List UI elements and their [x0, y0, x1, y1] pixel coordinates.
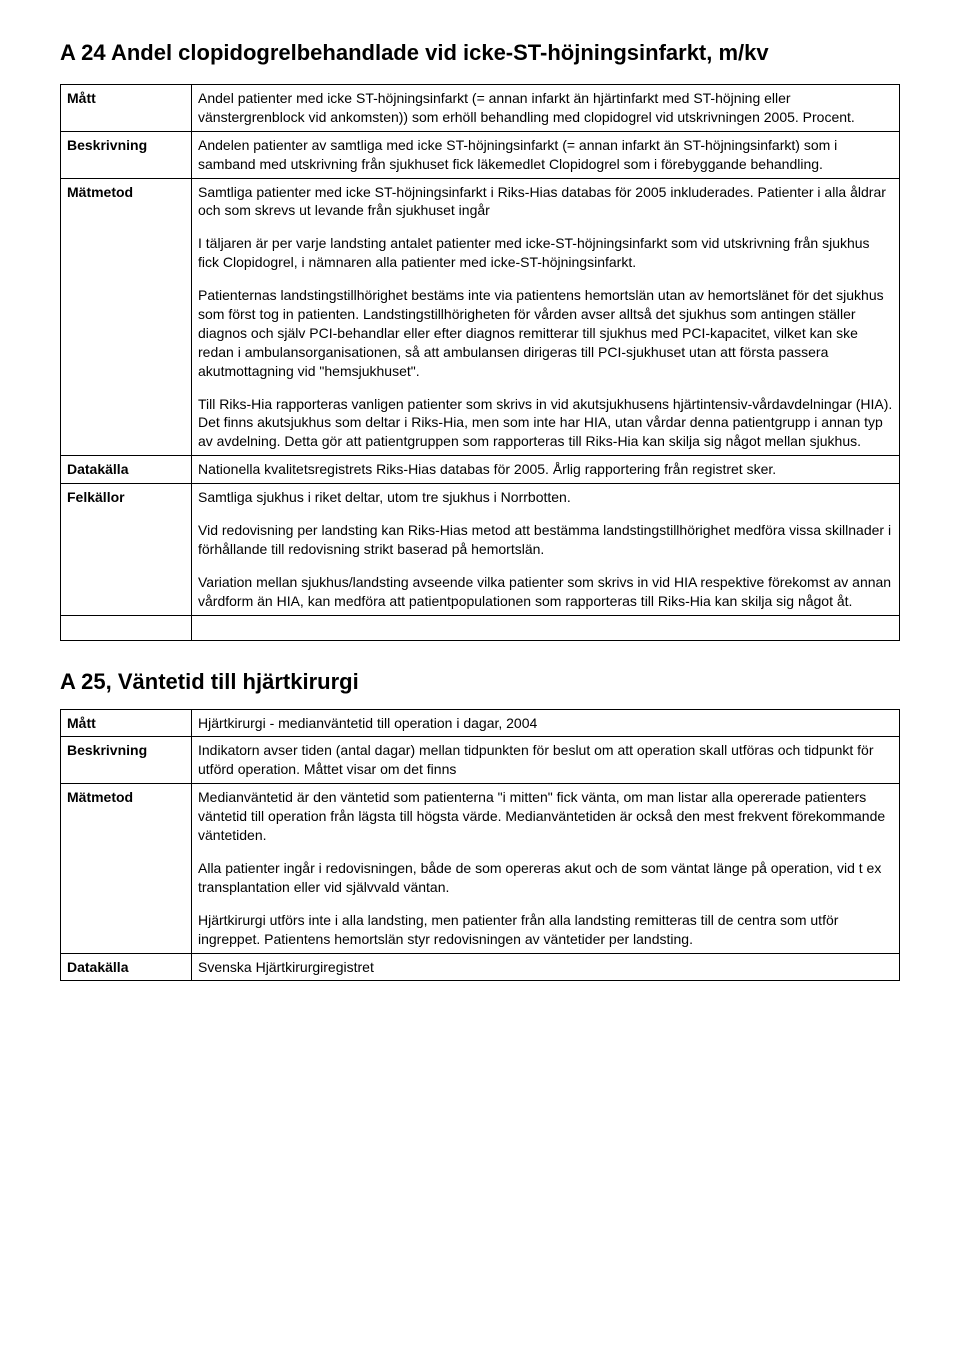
row-content-matt: Hjärtkirurgi - medianväntetid till opera…	[192, 709, 900, 737]
table-row: Mått Andel patienter med icke ST-höjning…	[61, 85, 900, 132]
row-label-beskrivning: Beskrivning	[61, 131, 192, 178]
row-content-beskrivning: Andelen patienter av samtliga med icke S…	[192, 131, 900, 178]
row-content-datakalla: Svenska Hjärtkirurgiregistret	[192, 953, 900, 981]
row-label-matt: Mått	[61, 85, 192, 132]
section-a25-table: Mått Hjärtkirurgi - medianväntetid till …	[60, 709, 900, 982]
row-label-datakalla: Datakälla	[61, 953, 192, 981]
table-row: Felkällor Samtliga sjukhus i riket delta…	[61, 484, 900, 615]
row-content-matt: Andel patienter med icke ST-höjningsinfa…	[192, 85, 900, 132]
paragraph: Hjärtkirurgi utförs inte i alla landstin…	[198, 911, 893, 949]
row-content-datakalla: Nationella kvalitetsregistrets Riks-Hias…	[192, 456, 900, 484]
section-a25-title: A 25, Väntetid till hjärtkirurgi	[60, 669, 900, 695]
row-content-matmetod: Medianväntetid är den väntetid som patie…	[192, 784, 900, 953]
paragraph: I täljaren är per varje landsting antale…	[198, 234, 893, 272]
paragraph: Patienternas landstingstillhörighet best…	[198, 286, 893, 380]
table-row: Mätmetod Samtliga patienter med icke ST-…	[61, 178, 900, 456]
row-content-matmetod: Samtliga patienter med icke ST-höjningsi…	[192, 178, 900, 456]
row-label-datakalla: Datakälla	[61, 456, 192, 484]
row-content-beskrivning: Indikatorn avser tiden (antal dagar) mel…	[192, 737, 900, 784]
table-row: Mått Hjärtkirurgi - medianväntetid till …	[61, 709, 900, 737]
table-empty-row	[61, 615, 900, 640]
table-row: Mätmetod Medianväntetid är den väntetid …	[61, 784, 900, 953]
row-label-matmetod: Mätmetod	[61, 784, 192, 953]
table-row: Datakälla Nationella kvalitetsregistrets…	[61, 456, 900, 484]
paragraph: Samtliga patienter med icke ST-höjningsi…	[198, 183, 893, 221]
section-a24-table: Mått Andel patienter med icke ST-höjning…	[60, 84, 900, 641]
row-content-felkallor: Samtliga sjukhus i riket deltar, utom tr…	[192, 484, 900, 615]
paragraph: Medianväntetid är den väntetid som patie…	[198, 788, 893, 845]
table-row: Datakälla Svenska Hjärtkirurgiregistret	[61, 953, 900, 981]
paragraph: Samtliga sjukhus i riket deltar, utom tr…	[198, 488, 893, 507]
empty-cell	[61, 615, 192, 640]
row-label-beskrivning: Beskrivning	[61, 737, 192, 784]
section-a24-title: A 24 Andel clopidogrelbehandlade vid ick…	[60, 40, 900, 66]
row-label-matmetod: Mätmetod	[61, 178, 192, 456]
row-label-matt: Mått	[61, 709, 192, 737]
table-row: Beskrivning Andelen patienter av samtlig…	[61, 131, 900, 178]
paragraph: Alla patienter ingår i redovisningen, bå…	[198, 859, 893, 897]
row-label-felkallor: Felkällor	[61, 484, 192, 615]
empty-cell	[192, 615, 900, 640]
paragraph: Till Riks-Hia rapporteras vanligen patie…	[198, 395, 893, 452]
paragraph: Variation mellan sjukhus/landsting avsee…	[198, 573, 893, 611]
table-row: Beskrivning Indikatorn avser tiden (anta…	[61, 737, 900, 784]
paragraph: Vid redovisning per landsting kan Riks-H…	[198, 521, 893, 559]
